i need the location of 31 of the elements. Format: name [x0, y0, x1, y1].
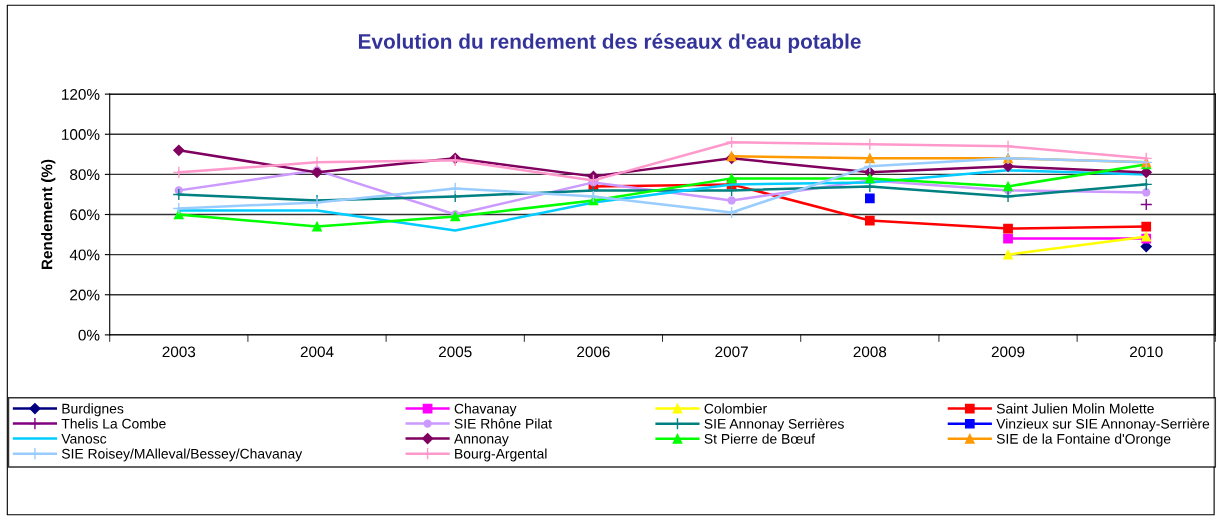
y-tick-label: 40% — [69, 249, 100, 261]
legend-label: SIE de la Fontaine d'Oronge — [996, 433, 1171, 447]
x-tick-label: 2008 — [853, 346, 887, 358]
legend-label: SIE Rhône Pilat — [454, 418, 552, 429]
legend-label: Annonay — [454, 433, 509, 447]
legend-label: Bourg-Argental — [455, 448, 547, 462]
y-tick-label: 80% — [70, 169, 100, 181]
chart-title: Evolution du rendement des réseaux d'eau potable — [358, 33, 861, 53]
legend-label: Vinzieux sur SIE Annonay-Serrière — [996, 418, 1210, 432]
legend-label: SIE Roisey/MAlleval/Bessey/Chavanay — [61, 448, 303, 462]
legend-label: Saint Julien Molin Molette — [996, 403, 1154, 414]
legend-label: St Pierre de Bœuf — [704, 433, 816, 444]
x-tick-label: 2005 — [439, 346, 472, 358]
legend-label: Colombier — [704, 403, 767, 414]
y-tick-label: 120% — [62, 88, 100, 100]
legend-label: Chavanay — [454, 403, 517, 417]
y-tick-label: 0% — [78, 329, 100, 341]
x-tick-label: 2006 — [577, 346, 610, 358]
x-tick-label: 2003 — [162, 346, 196, 358]
x-tick-label: 2010 — [1130, 346, 1163, 358]
y-tick-label: 20% — [70, 289, 100, 301]
legend-label: Thelis La Combe — [61, 418, 166, 429]
x-tick-label: 2007 — [715, 346, 748, 358]
y-axis-title: Rendement (%) — [41, 159, 56, 270]
x-tick-label: 2009 — [991, 346, 1025, 358]
x-tick-label: 2004 — [300, 346, 334, 358]
legend-label: Vanosc — [61, 433, 107, 444]
legend-label: Burdignes — [62, 403, 124, 417]
y-tick-label: 100% — [62, 129, 100, 140]
legend-label: SIE Annonay Serrières — [704, 418, 844, 432]
y-tick-label: 60% — [70, 209, 100, 221]
